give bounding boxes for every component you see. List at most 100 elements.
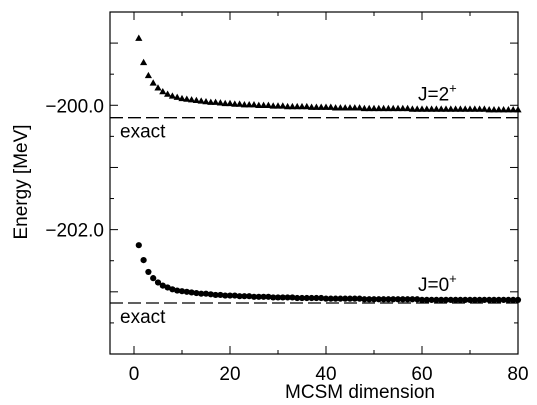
data-point-circle [404,296,411,303]
data-point-triangle [226,99,234,107]
series-labels: exact J=2+ exact J=0+ [120,81,457,328]
data-point-triangle [413,105,421,112]
data-point-circle [135,242,142,249]
data-point-triangle [384,104,392,112]
data-point-circle [174,287,181,294]
data-point-triangle [308,103,316,110]
data-point-triangle [360,104,368,112]
data-point-triangle [216,99,224,106]
data-point-triangle [404,104,412,112]
data-point-circle [327,295,334,302]
data-point-circle [462,296,469,304]
data-point-triangle [485,106,493,113]
data-point-triangle [173,93,181,100]
data-point-circle [246,293,253,300]
data-point-circle [390,296,397,303]
data-point-circle [145,268,152,276]
data-point-triangle [423,105,431,112]
data-point-triangle [322,103,330,110]
data-point-circle [188,289,195,296]
data-point-triangle [380,104,388,112]
data-point-circle [366,296,373,303]
data-point-triangle [255,101,263,108]
x-tick-label: 60 [411,364,432,385]
data-point-circle [500,296,507,304]
data-point-triangle [447,105,455,112]
data-point-circle [356,295,363,302]
data-point-triangle [178,94,186,102]
data-point-triangle [149,79,157,86]
data-point-circle [260,293,267,300]
data-point-triangle [298,102,306,110]
data-point-triangle [418,105,426,112]
data-point-circle [308,294,315,302]
data-point-circle [212,291,219,299]
data-point-circle [447,296,454,304]
data-point-triangle [164,90,172,97]
data-point-circle [198,290,205,297]
data-point-triangle [480,105,488,112]
data-point-circle [399,296,406,303]
data-point-triangle [341,104,349,111]
data-point-triangle [260,101,268,108]
data-point-triangle [312,103,320,110]
series-label-sup: + [449,81,457,96]
x-axis-label: MCSM dimension [285,382,435,403]
data-point-circle [438,296,445,304]
data-point-triangle [456,105,464,112]
data-point-circle [236,293,243,300]
data-point-circle [202,290,210,297]
data-point-triangle [183,95,191,102]
data-point-triangle [351,104,359,111]
data-point-triangle [327,103,335,110]
data-point-circle [394,296,402,303]
data-point-triangle [274,102,282,109]
data-point-triangle [221,99,229,107]
data-point-circle [375,296,382,303]
y-tick-label: −200.0 [45,96,104,117]
data-point-circle [490,296,498,304]
data-point-triangle [140,58,148,66]
data-point-circle [385,296,392,303]
data-point-circle [486,296,493,304]
x-tick-label: 0 [129,364,140,385]
data-point-circle [193,289,200,297]
y-tick-label: −202.0 [45,221,104,242]
exact-label: exact [120,307,166,328]
data-point-triangle [332,104,340,111]
x-tick-label: 40 [315,364,336,385]
data-point-circle [313,294,320,302]
y-tick-labels: −200.0 −202.0 [45,96,104,241]
data-point-circle [169,286,176,293]
data-point-triangle [399,104,407,112]
x-tick-label: 20 [219,364,240,385]
data-point-circle [505,296,512,304]
data-point-circle [274,294,282,301]
data-point-circle [423,296,430,304]
data-point-triangle [452,105,460,112]
data-point-circle [178,288,186,295]
data-point-circle [418,296,426,304]
axis-ticks [110,11,519,355]
data-point-circle [241,293,248,300]
data-point-triangle [370,104,378,112]
x-tick-label: 80 [507,364,528,385]
data-point-circle [351,295,358,302]
exact-lines [110,117,518,304]
data-point-triangle [202,97,210,105]
data-point-circle [346,295,354,302]
x-tick-labels: 0 20 40 60 80 [129,364,529,385]
data-point-circle [217,291,224,299]
data-point-circle [150,275,157,282]
data-point-triangle [365,104,373,112]
data-point-triangle [375,104,383,112]
data-point-triangle [471,105,479,112]
data-point-triangle [144,71,152,79]
data-point-circle [207,291,214,298]
data-marks [135,34,522,304]
data-point-circle [332,295,339,302]
data-point-triangle [514,106,522,113]
data-point-triangle [231,100,239,107]
data-point-circle [322,295,330,302]
data-point-triangle [212,98,220,105]
